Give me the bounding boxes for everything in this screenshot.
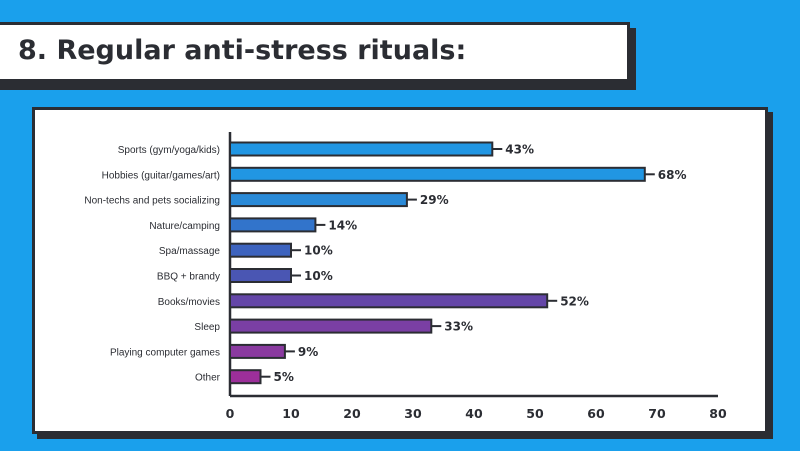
bar: [229, 268, 292, 283]
data-label: 10%: [304, 244, 333, 258]
bar: [229, 318, 433, 334]
x-tick-label: 60: [587, 406, 605, 421]
x-tick-label: 50: [526, 406, 544, 421]
bar: [229, 293, 549, 309]
data-label: 43%: [505, 143, 534, 157]
bar: [229, 166, 646, 182]
data-label: 9%: [298, 345, 318, 359]
category-label: Sports (gym/yoga/kids): [118, 145, 220, 156]
data-label: 52%: [560, 294, 589, 308]
title-banner: 8. Regular anti-stress rituals:: [0, 22, 630, 82]
chart-panel: 0 10 20 30 40 50 60 70 80 Sports (gym/yoga/kids) 4…: [32, 107, 768, 434]
data-label: 33%: [444, 320, 473, 334]
page-title: 8. Regular anti-stress rituals:: [18, 35, 467, 66]
data-label: 10%: [304, 269, 333, 283]
category-label: BBQ + brandy: [157, 272, 220, 283]
category-label: Spa/massage: [159, 246, 221, 257]
category-label: Non-techs and pets socializing: [84, 196, 220, 207]
x-tick-label: 0: [226, 406, 235, 421]
category-label: Playing computer games: [110, 347, 220, 358]
bar-chart: 0 10 20 30 40 50 60 70 80 Sports (gym/yoga/kids) 4…: [84, 132, 727, 421]
category-label: Other: [195, 373, 221, 384]
data-label: 68%: [658, 168, 687, 182]
bar: [229, 369, 262, 385]
bar: [229, 242, 292, 258]
x-tick-label: 80: [709, 406, 727, 421]
x-tick-label: 20: [343, 406, 361, 421]
category-label: Sleep: [194, 322, 220, 333]
x-tick-label: 70: [648, 406, 666, 421]
bar: [229, 343, 286, 359]
bar: [229, 217, 317, 233]
category-label: Nature/camping: [149, 221, 220, 232]
x-tick-label: 40: [465, 406, 483, 421]
category-label: Hobbies (guitar/games/art): [102, 170, 220, 181]
data-label: 5%: [274, 370, 294, 384]
x-tick-label: 30: [404, 406, 422, 421]
data-label: 29%: [420, 193, 449, 207]
data-label: 14%: [328, 218, 357, 232]
category-label: Books/movies: [158, 297, 220, 308]
x-tick-label: 10: [282, 406, 300, 421]
bar: [229, 192, 408, 208]
bar: [229, 141, 494, 157]
